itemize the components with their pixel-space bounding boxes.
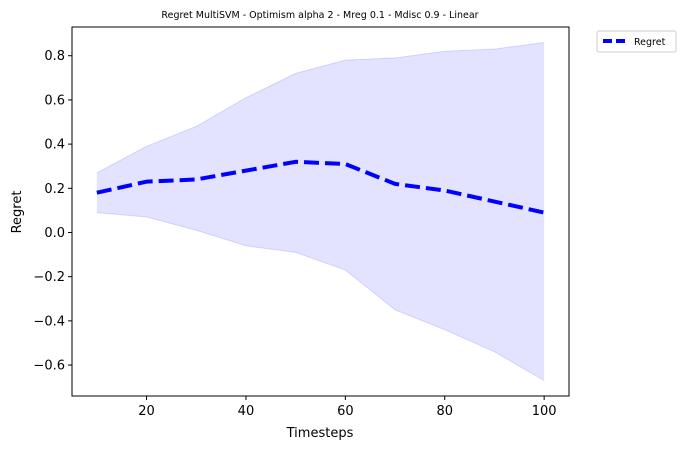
- y-axis-ticks: −0.6 −0.4 −0.2 0.0 0.2 0.4 0.6 0.8: [33, 49, 72, 374]
- series-line-layer: [95, 159, 546, 215]
- data-point: [95, 191, 99, 195]
- plot-frame: [71, 26, 570, 397]
- data-point: [443, 189, 447, 193]
- band-upper-edge: [96, 41, 545, 174]
- x-tick-label: 60: [337, 404, 354, 419]
- y-tick-label: −0.6: [33, 359, 65, 374]
- x-axis-label: Timesteps: [286, 426, 354, 441]
- y-tick-label: 0.4: [44, 138, 65, 153]
- confidence-band: [96, 42, 545, 381]
- y-tick-label: 0.0: [44, 226, 65, 241]
- y-tick-label: 0.8: [44, 49, 65, 64]
- y-tick-label: −0.2: [33, 270, 65, 285]
- band-lower-edge: [96, 212, 545, 381]
- data-point: [542, 211, 546, 215]
- legend-label-regret: Regret: [634, 37, 666, 48]
- y-axis-label: Regret: [10, 191, 25, 234]
- data-point: [145, 180, 149, 184]
- data-point: [343, 162, 347, 166]
- x-axis-ticks: 20 40 60 80 100: [138, 396, 557, 419]
- x-tick-label: 80: [436, 404, 453, 419]
- y-tick-label: 0.2: [44, 182, 65, 197]
- legend-frame: [596, 30, 677, 53]
- data-point: [492, 200, 496, 204]
- chart-legend: Regret: [596, 30, 677, 53]
- x-tick-label: 20: [138, 404, 155, 419]
- x-tick-label: 40: [238, 404, 255, 419]
- data-point: [244, 169, 248, 173]
- chart-title: Regret MultiSVM - Optimism alpha 2 - Mre…: [161, 10, 478, 21]
- y-tick-label: −0.4: [33, 314, 65, 329]
- data-point: [194, 177, 198, 181]
- series-line-regret: [96, 159, 545, 215]
- confidence-band-layer: [96, 41, 545, 381]
- y-tick-label: 0.6: [44, 93, 65, 108]
- x-tick-label: 100: [532, 404, 557, 419]
- data-point: [294, 160, 298, 164]
- data-point: [393, 182, 397, 186]
